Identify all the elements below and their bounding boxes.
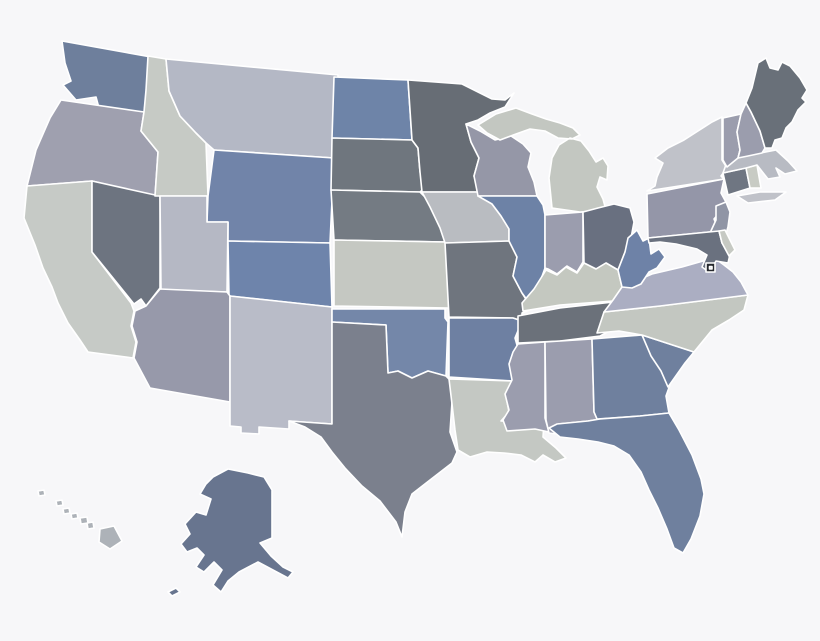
state-new-mexico[interactable] bbox=[229, 295, 333, 435]
state-delaware[interactable] bbox=[718, 229, 736, 257]
dc-marker-dot bbox=[708, 265, 713, 270]
state-california[interactable] bbox=[23, 180, 137, 359]
state-south-dakota[interactable] bbox=[330, 137, 428, 193]
state-michigan[interactable] bbox=[477, 107, 609, 213]
state-hawaii[interactable] bbox=[37, 489, 123, 550]
state-mississippi[interactable] bbox=[502, 341, 550, 433]
state-indiana[interactable] bbox=[544, 211, 584, 275]
state-texas[interactable] bbox=[288, 321, 458, 538]
state-florida[interactable] bbox=[548, 412, 705, 554]
state-kansas[interactable] bbox=[333, 239, 452, 309]
state-maine[interactable] bbox=[745, 57, 808, 149]
state-alaska[interactable] bbox=[167, 468, 294, 597]
state-north-dakota[interactable] bbox=[331, 76, 413, 141]
state-west-virginia[interactable] bbox=[617, 229, 666, 289]
state-arizona[interactable] bbox=[131, 288, 231, 403]
